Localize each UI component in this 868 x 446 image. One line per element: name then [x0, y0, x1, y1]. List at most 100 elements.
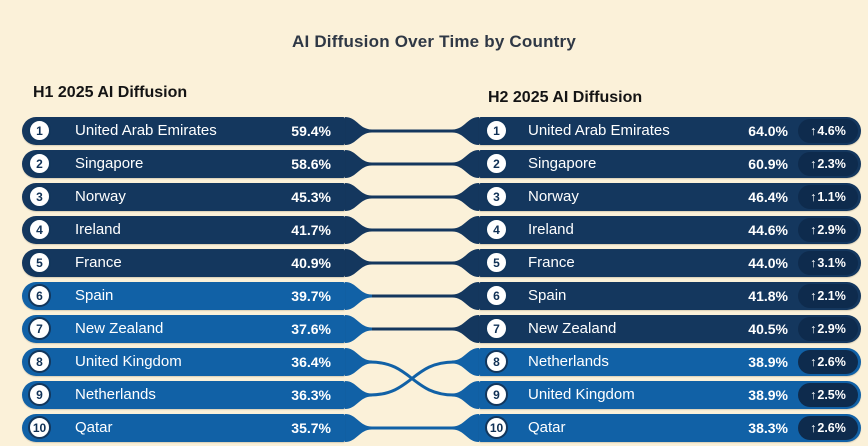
- country-label: United Kingdom: [528, 386, 635, 403]
- value-label: 41.8%: [748, 288, 788, 304]
- h2-row-spain[interactable]: 6 Spain 41.8% ↑ 2.1%: [479, 282, 861, 310]
- country-label: New Zealand: [528, 320, 617, 337]
- left-funnel-10: [345, 414, 372, 442]
- rank-badge: 3: [485, 185, 508, 208]
- h2-row-uae[interactable]: 1 United Arab Emirates 64.0% ↑ 4.6%: [479, 117, 861, 145]
- h1-row-uae[interactable]: 1 United Arab Emirates 59.4%: [22, 117, 345, 145]
- country-label: Qatar: [528, 419, 566, 436]
- rank-badge: 3: [28, 185, 51, 208]
- right-funnel-2: [452, 150, 479, 178]
- value-label: 40.5%: [748, 321, 788, 337]
- h2-row-singapore[interactable]: 2 Singapore 60.9% ↑ 2.3%: [479, 150, 861, 178]
- h1-row-ireland[interactable]: 4 Ireland 41.7%: [22, 216, 345, 244]
- rank-badge: 2: [485, 152, 508, 175]
- value-label: 39.7%: [291, 288, 331, 304]
- rank-badge: 9: [485, 383, 508, 406]
- h2-row-france[interactable]: 5 France 44.0% ↑ 3.1%: [479, 249, 861, 277]
- value-label: 40.9%: [291, 255, 331, 271]
- rank-badge: 4: [28, 218, 51, 241]
- value-label: 37.6%: [291, 321, 331, 337]
- up-arrow-icon: ↑: [810, 289, 817, 303]
- change-value: 3.1%: [817, 256, 846, 270]
- change-value: 2.6%: [817, 421, 846, 435]
- change-badge: ↑ 2.6%: [798, 416, 858, 440]
- value-label: 36.3%: [291, 387, 331, 403]
- value-label: 45.3%: [291, 189, 331, 205]
- h1-row-spain[interactable]: 6 Spain 39.7%: [22, 282, 345, 310]
- country-label: Netherlands: [528, 353, 609, 370]
- rank-badge: 8: [485, 350, 508, 373]
- value-label: 59.4%: [291, 123, 331, 139]
- h2-row-netherlands[interactable]: 8 Netherlands 38.9% ↑ 2.6%: [479, 348, 861, 376]
- change-badge: ↑ 3.1%: [798, 251, 858, 275]
- country-label: Singapore: [75, 155, 144, 172]
- h2-row-new-zealand[interactable]: 7 New Zealand 40.5% ↑ 2.9%: [479, 315, 861, 343]
- change-badge: ↑ 2.5%: [798, 383, 858, 407]
- up-arrow-icon: ↑: [810, 256, 817, 270]
- value-label: 38.3%: [748, 420, 788, 436]
- up-arrow-icon: ↑: [810, 355, 817, 369]
- country-label: United Kingdom: [75, 353, 182, 370]
- change-value: 2.9%: [817, 322, 846, 336]
- rank-badge: 1: [485, 119, 508, 142]
- country-label: Ireland: [528, 221, 574, 238]
- change-value: 2.6%: [817, 355, 846, 369]
- value-label: 41.7%: [291, 222, 331, 238]
- change-badge: ↑ 2.6%: [798, 350, 858, 374]
- country-label: France: [75, 254, 122, 271]
- rank-badge: 7: [485, 317, 508, 340]
- rank-badge: 4: [485, 218, 508, 241]
- up-arrow-icon: ↑: [810, 421, 817, 435]
- country-label: New Zealand: [75, 320, 164, 337]
- h1-column-header: H1 2025 AI Diffusion: [33, 84, 188, 101]
- value-label: 60.9%: [748, 156, 788, 172]
- h1-row-qatar[interactable]: 10 Qatar 35.7%: [22, 414, 345, 442]
- h1-row-france[interactable]: 5 France 40.9%: [22, 249, 345, 277]
- left-funnel-4: [345, 216, 372, 244]
- left-funnel-1: [345, 117, 372, 145]
- h2-row-united-kingdom[interactable]: 9 United Kingdom 38.9% ↑ 2.5%: [479, 381, 861, 409]
- rank-badge: 6: [28, 284, 51, 307]
- h2-row-ireland[interactable]: 4 Ireland 44.6% ↑ 2.9%: [479, 216, 861, 244]
- value-label: 36.4%: [291, 354, 331, 370]
- country-label: Norway: [75, 188, 126, 205]
- h1-row-norway[interactable]: 3 Norway 45.3%: [22, 183, 345, 211]
- h1-row-singapore[interactable]: 2 Singapore 58.6%: [22, 150, 345, 178]
- rank-badge: 5: [28, 251, 51, 274]
- value-label: 46.4%: [748, 189, 788, 205]
- h2-row-norway[interactable]: 3 Norway 46.4% ↑ 1.1%: [479, 183, 861, 211]
- h1-row-netherlands[interactable]: 9 Netherlands 36.3%: [22, 381, 345, 409]
- chart-title: AI Diffusion Over Time by Country: [292, 32, 576, 51]
- rank-badge: 5: [485, 251, 508, 274]
- value-label: 58.6%: [291, 156, 331, 172]
- country-label: Netherlands: [75, 386, 156, 403]
- value-label: 64.0%: [748, 123, 788, 139]
- change-value: 4.6%: [817, 124, 846, 138]
- left-funnel-2: [345, 150, 372, 178]
- h2-row-qatar[interactable]: 10 Qatar 38.3% ↑ 2.6%: [479, 414, 861, 442]
- rank-badge: 7: [28, 317, 51, 340]
- value-label: 44.6%: [748, 222, 788, 238]
- right-funnel-5: [452, 249, 479, 277]
- connector-netherlands-9to8: [369, 360, 455, 397]
- left-funnel-7: [345, 315, 372, 343]
- rank-badge: 10: [28, 416, 51, 439]
- up-arrow-icon: ↑: [810, 157, 817, 171]
- right-funnel-4: [452, 216, 479, 244]
- left-funnel-5: [345, 249, 372, 277]
- h1-row-new-zealand[interactable]: 7 New Zealand 37.6%: [22, 315, 345, 343]
- value-label: 38.9%: [748, 354, 788, 370]
- right-funnel-1: [452, 117, 479, 145]
- country-label: Qatar: [75, 419, 113, 436]
- up-arrow-icon: ↑: [810, 124, 817, 138]
- rank-badge: 9: [28, 383, 51, 406]
- right-funnel-6: [452, 282, 479, 310]
- value-label: 38.9%: [748, 387, 788, 403]
- left-funnel-8: [345, 348, 372, 376]
- change-value: 1.1%: [817, 190, 846, 204]
- h1-row-united-kingdom[interactable]: 8 United Kingdom 36.4%: [22, 348, 345, 376]
- change-value: 2.5%: [817, 388, 846, 402]
- up-arrow-icon: ↑: [810, 322, 817, 336]
